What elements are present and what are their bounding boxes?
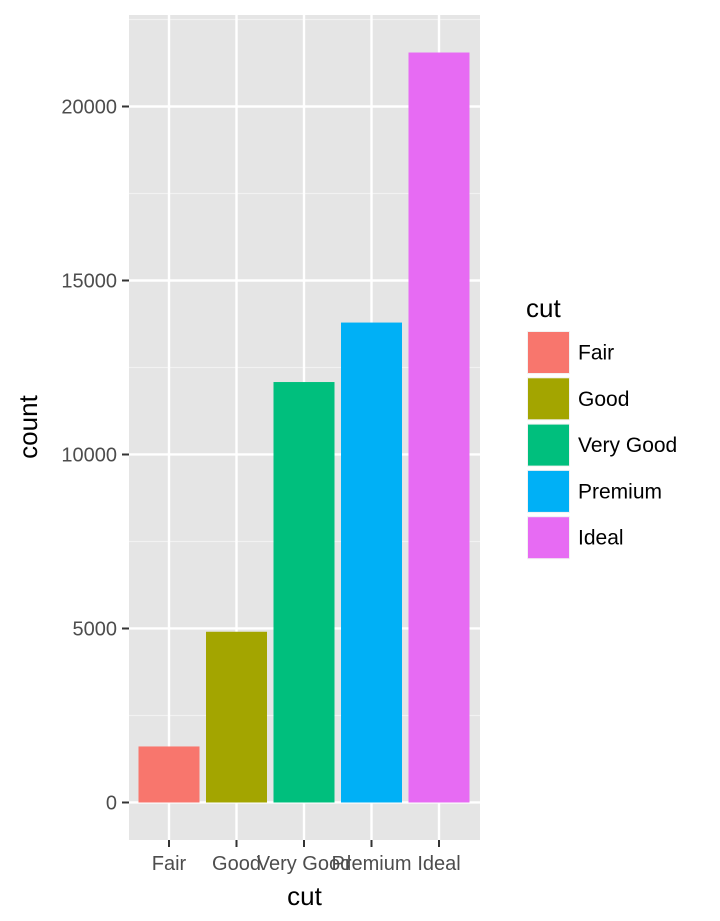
legend-label: Ideal [578,527,624,550]
bar [408,52,470,803]
x-tick-label: Premium [331,853,411,875]
legend-label: Premium [578,480,662,503]
legend-swatch [528,332,569,373]
legend-swatch [528,517,569,559]
y-tick-label: 15000 [61,270,117,292]
legend-label: Good [578,388,629,411]
y-tick-label: 20000 [61,96,117,118]
y-axis-title: count [13,394,43,458]
legend-swatch [528,378,569,420]
x-tick-label: Fair [152,853,187,875]
legend-swatch [528,424,569,466]
bar [206,631,267,803]
bars-group [138,52,470,803]
legend-swatch [528,470,569,512]
x-tick-label: Good [212,853,261,875]
bar [138,746,200,803]
bar [273,382,335,803]
x-tick-label: Ideal [417,853,460,875]
x-axis-title: cut [287,881,322,911]
y-tick-label: 0 [106,792,117,814]
x-tick-label: Very Good [257,853,352,875]
y-tick-label: 10000 [61,444,117,466]
legend-label: Very Good [578,434,677,457]
legend-label: Fair [578,342,614,365]
legend-title: cut [526,293,561,323]
y-tick-label: 5000 [73,618,118,640]
bar [341,322,402,803]
legend: cut Fair Good Very Good Premium Ideal [526,293,677,560]
y-axis: 0 5000 10000 15000 20000 [61,96,129,814]
